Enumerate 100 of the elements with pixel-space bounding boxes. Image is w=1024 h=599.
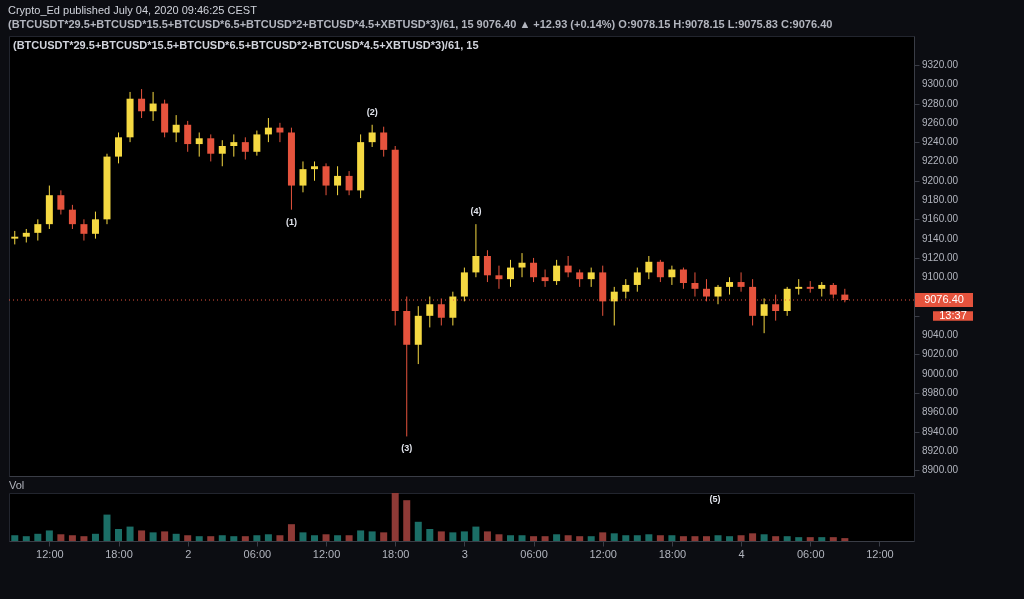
y-tick-label: 8920.00 (922, 444, 959, 456)
bar (11, 535, 19, 541)
y-tick-label: 9280.00 (922, 97, 959, 109)
bar (276, 535, 284, 541)
candlestick (80, 218, 88, 242)
text: 13:37 (939, 309, 967, 321)
bar (45, 530, 53, 541)
bar (507, 535, 514, 541)
chart-title: Vol (9, 479, 25, 491)
candlestick (714, 284, 722, 305)
annotation: (3) (401, 443, 413, 454)
bar (264, 534, 272, 541)
bar (829, 537, 837, 541)
candlestick (737, 271, 745, 293)
y-tick-label: 8980.00 (922, 387, 959, 399)
bar (311, 535, 319, 541)
annotation: (2) (366, 106, 378, 117)
bar (345, 535, 353, 541)
candlestick (656, 259, 664, 283)
bar (483, 531, 491, 541)
candlestick (334, 165, 342, 196)
annotation: (BTCUSDT*29.5+BTCUSD*15.5+BTCUSD*6.5+BTCUSD*2+BTCUSD*4.5+XBTUSD*3)/61, 15 (13, 39, 479, 51)
bar (195, 536, 203, 541)
y-tick-label: 9160.00 (922, 213, 959, 225)
candlestick (760, 297, 768, 334)
candlestick (495, 265, 503, 290)
bar (645, 534, 653, 541)
bar (138, 530, 146, 541)
y-tick-label: 9180.00 (922, 194, 959, 206)
bar (610, 533, 618, 541)
x-tick-label: 2 (185, 547, 192, 560)
bar (403, 500, 411, 541)
bar (576, 536, 584, 541)
bar (241, 536, 249, 541)
bar (622, 535, 630, 541)
bar (726, 536, 734, 541)
candlestick (518, 252, 526, 278)
bar (460, 531, 468, 541)
candlestick (507, 259, 514, 288)
bar (253, 535, 261, 541)
candlestick (149, 91, 157, 122)
candlestick (345, 170, 353, 196)
bar (530, 536, 538, 541)
y-tick-label: 9120.00 (922, 251, 959, 263)
candlestick (587, 267, 595, 288)
bar (299, 532, 307, 541)
candlestick (472, 223, 480, 278)
bar (207, 536, 215, 541)
candlestick (195, 131, 203, 158)
x-tick-label: 18:00 (658, 547, 687, 560)
bar (656, 535, 664, 541)
bar (149, 532, 157, 541)
y-tick-label: 9140.00 (922, 232, 959, 244)
annotation: (1) (285, 216, 297, 227)
candlestick (783, 286, 791, 317)
bar (126, 526, 134, 541)
y-tick-label: 9040.00 (922, 329, 959, 341)
bar (380, 532, 388, 541)
bar (449, 532, 457, 541)
bar (334, 535, 342, 541)
candlestick (645, 255, 653, 280)
y-tick-label: 9200.00 (922, 174, 959, 186)
y-tick-label: 9100.00 (922, 271, 959, 283)
y-tick-label: 8900.00 (922, 464, 959, 476)
candlestick (426, 296, 434, 328)
bar (184, 535, 192, 541)
bar (368, 531, 376, 541)
bar (22, 536, 30, 541)
x-tick-label: 06:00 (520, 547, 548, 560)
candlestick (253, 130, 261, 157)
bar (437, 531, 445, 541)
bar (322, 534, 330, 541)
bar (91, 533, 99, 541)
x-tick-label: 06:00 (796, 547, 825, 560)
x-tick-label: 12:00 (589, 547, 617, 560)
bar (172, 533, 180, 541)
x-tick-label: 12:00 (312, 547, 341, 560)
candlestick (241, 136, 249, 161)
bar (541, 536, 549, 541)
y-tick-label: 9000.00 (922, 367, 959, 379)
candlestick (91, 211, 99, 240)
candlestick (622, 278, 630, 299)
bar (587, 536, 595, 541)
candlestick (679, 267, 687, 290)
y-tick-label: 8940.00 (922, 425, 959, 437)
x-tick-label: 4 (738, 547, 745, 560)
bar (760, 534, 768, 541)
annotation: (4) (470, 206, 482, 217)
x-tick-label: 06:00 (243, 547, 272, 560)
candlestick (299, 160, 307, 193)
x-tick-label: 12:00 (36, 547, 64, 560)
y-tick-label: 9220.00 (922, 155, 959, 167)
candlestick (541, 269, 549, 288)
bar (691, 536, 699, 541)
bar (737, 535, 745, 541)
candlestick (57, 189, 65, 216)
bar (783, 536, 791, 541)
bar (495, 534, 503, 541)
bar (103, 514, 111, 541)
bar (391, 493, 399, 541)
